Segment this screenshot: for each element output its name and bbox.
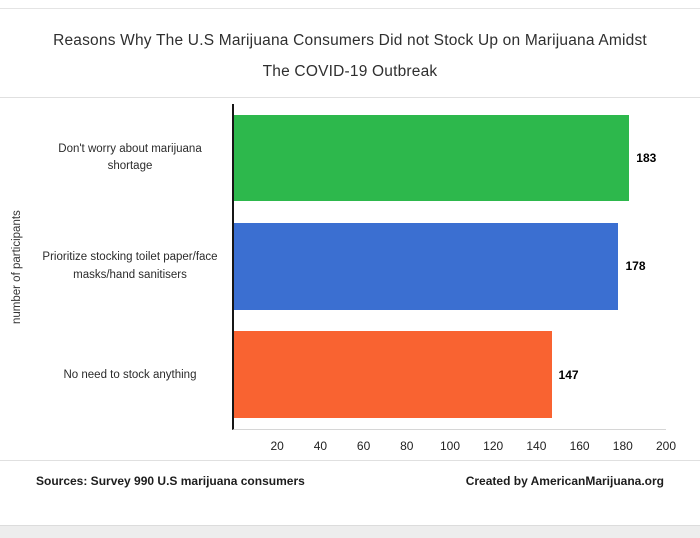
x-tick-label: 200 <box>655 439 677 453</box>
y-axis-title: number of participants <box>11 210 23 324</box>
credit-note: Created by AmericanMarijuana.org <box>465 474 664 488</box>
chart-title: Reasons Why The U.S Marijuana Consumers … <box>30 25 670 87</box>
x-tick-label: 160 <box>569 439 590 453</box>
chart-page: Reasons Why The U.S Marijuana Consumers … <box>0 8 700 538</box>
value-label: 147 <box>558 367 579 382</box>
x-tick-label: 60 <box>356 439 371 453</box>
x-tick-label: 180 <box>612 439 633 453</box>
x-tick-label: 80 <box>400 439 414 453</box>
value-label: 178 <box>625 259 646 274</box>
plot: Don't worry about marijuana shortage Prio… <box>34 104 700 456</box>
chart-title-line2: The COVID-19 Outbreak <box>262 63 438 80</box>
value-label: 183 <box>636 151 657 166</box>
x-tick-label: 20 <box>270 439 284 453</box>
x-tick-label: 140 <box>526 439 547 453</box>
x-tick-label: 100 <box>439 439 461 453</box>
bar-track: 178 <box>234 212 666 320</box>
bar-rows: 183 178 147 <box>232 104 666 430</box>
category-label: Prioritize stocking toilet paper/face ma… <box>42 251 218 281</box>
footer: Sources: Survey 990 U.S marijuana consum… <box>0 461 700 488</box>
category-label: No need to stock anything <box>63 368 197 381</box>
plot-body: Don't worry about marijuana shortage Prio… <box>34 104 666 430</box>
bar-track: 183 <box>234 104 666 212</box>
title-divider <box>0 97 700 98</box>
x-tick-label: 120 <box>483 439 504 453</box>
bar-0 <box>234 114 630 202</box>
x-axis: 20 40 60 80 100 120 140 160 180 200 <box>234 430 677 456</box>
bar-1 <box>234 223 619 310</box>
x-tick-label: 40 <box>313 439 328 453</box>
category-labels: Don't worry about marijuana shortage Prio… <box>34 104 232 430</box>
bar-track: 147 <box>234 321 666 429</box>
footer-divider <box>0 460 700 461</box>
bottom-band <box>0 525 700 538</box>
top-divider <box>0 8 700 9</box>
chart-title-line1: Reasons Why The U.S Marijuana Consumers … <box>53 32 647 49</box>
category-label: Don't worry about marijuana shortage <box>58 142 202 173</box>
bar-2 <box>234 331 552 419</box>
source-note: Sources: Survey 990 U.S marijuana consum… <box>36 474 305 488</box>
chart-area: number of participants Don't worry about… <box>0 98 700 456</box>
